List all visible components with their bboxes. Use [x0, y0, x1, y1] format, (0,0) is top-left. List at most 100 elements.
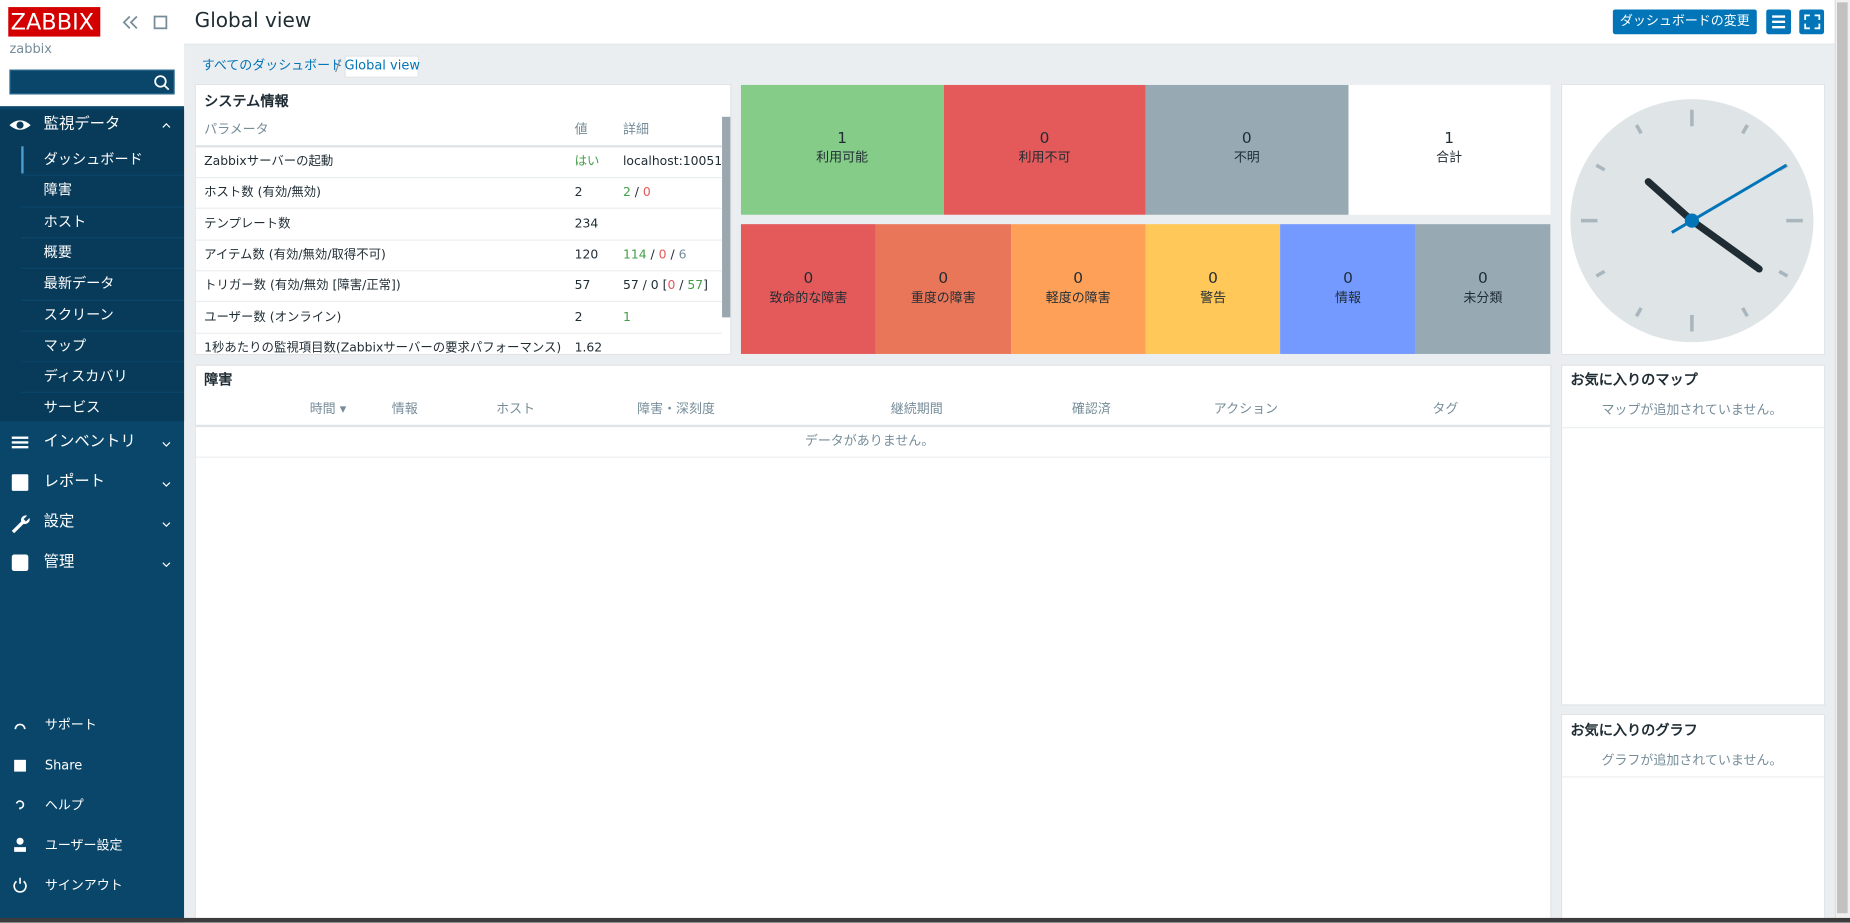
menu-section[interactable]: インベントリ: [43, 433, 136, 451]
value: 2: [574, 309, 583, 324]
edit-button-label[interactable]: ダッシュボードの変更: [1619, 12, 1750, 29]
menu-section[interactable]: 設定: [43, 513, 75, 531]
widget-title: お気に入りのグラフ: [1570, 722, 1698, 739]
detail-part: 1: [622, 309, 631, 324]
row-divider: [195, 208, 723, 210]
availability-label: 合計: [1436, 149, 1463, 166]
clock: [1570, 99, 1814, 343]
severity-count: 0: [1343, 270, 1353, 288]
availability-label: 利用不可: [1018, 149, 1071, 166]
parameter: テンプレート数: [204, 216, 291, 231]
edit-dashboard-button[interactable]: [1612, 9, 1757, 35]
detail-part: 0: [642, 185, 651, 200]
severity-cell: [1145, 224, 1281, 354]
menu-item[interactable]: ディスカバリ: [43, 368, 128, 385]
fullscreen-button[interactable]: [1799, 9, 1825, 35]
detail-part: 6: [678, 247, 687, 262]
severity-label: 警告: [1200, 290, 1227, 306]
logo: ZABBIX: [10, 9, 95, 36]
favourite-maps-widget: [1560, 364, 1826, 706]
severity-cell: [1415, 224, 1551, 354]
column-header: パラメータ: [204, 121, 269, 137]
menu-section[interactable]: レポート: [43, 473, 106, 491]
menu-item[interactable]: マップ: [43, 337, 87, 354]
value: 120: [574, 247, 599, 262]
menu-open-section: [0, 109, 185, 422]
severity-label: 致命的な障害: [769, 290, 848, 306]
menu-divider: [21, 174, 185, 177]
detail-part: /: [666, 247, 679, 262]
footer-link[interactable]: サインアウト: [44, 877, 123, 894]
menu-section[interactable]: 管理: [43, 553, 75, 572]
column-header: 確認済: [1071, 401, 1111, 417]
menu-item[interactable]: スクリーン: [43, 306, 114, 323]
menu-item[interactable]: サービス: [43, 399, 101, 416]
availability-label: 利用可能: [816, 149, 869, 166]
severity-count: 0: [1208, 270, 1218, 288]
footer-link[interactable]: サポート: [44, 717, 97, 733]
menu-divider: [21, 268, 185, 270]
row-divider: [195, 239, 723, 241]
menu-divider: [21, 361, 185, 363]
severity-label: 軽度の障害: [1045, 290, 1111, 306]
widget-title: お気に入りのマップ: [1570, 371, 1698, 389]
menu-item[interactable]: 概要: [43, 244, 72, 261]
column-header: 継続期間: [890, 401, 943, 417]
availability-cell: [1347, 84, 1551, 215]
availability-count: 1: [837, 129, 848, 148]
detail-part: 114: [622, 247, 647, 262]
row-divider: [195, 176, 723, 179]
value: 57: [574, 278, 591, 293]
page-title: Global view: [194, 9, 312, 34]
menu-item[interactable]: ホスト: [43, 213, 87, 230]
detail-part: 57: [687, 278, 704, 293]
availability-cell: [1145, 84, 1348, 215]
sidebar-icons: [9, 15, 171, 893]
row-divider: [1562, 427, 1825, 429]
value: はい: [574, 154, 600, 169]
search-input[interactable]: [9, 69, 175, 95]
menu-item[interactable]: ダッシュボード: [43, 151, 143, 168]
breadcrumb-current[interactable]: Global view: [344, 57, 420, 74]
breadcrumb-current-box: [344, 55, 419, 78]
value: 2: [574, 185, 583, 200]
column-header: 値: [574, 121, 588, 137]
detail-part: 57 / 0 [: [622, 278, 668, 293]
server-name: zabbix: [9, 41, 52, 57]
parameter: アイテム数 (有効/無効/取得不可): [204, 247, 386, 262]
breadcrumb-link[interactable]: すべてのダッシュボード: [201, 57, 344, 74]
details: 2 / 0: [623, 183, 651, 202]
severity-count: 0: [938, 270, 949, 288]
detail-part: 2: [622, 185, 631, 200]
widget-title: システム情報: [204, 93, 289, 110]
footer-link[interactable]: ヘルプ: [44, 797, 84, 813]
menu-item[interactable]: 障害: [43, 182, 72, 199]
details: 57 / 0 [0 / 57]: [623, 276, 708, 295]
parameter: トリガー数 (有効/無効 [障害/正常]): [204, 278, 401, 293]
menu-item[interactable]: 最新データ: [43, 275, 115, 292]
availability-cell: [740, 84, 944, 215]
detail-part: ]: [703, 278, 709, 293]
detail-part: /: [630, 185, 643, 200]
page-scrollbar-thumb[interactable]: [1837, 2, 1848, 914]
row-divider: [195, 456, 1551, 458]
column-header[interactable]: 時間 ▾: [309, 401, 347, 417]
detail-part: 0: [658, 247, 667, 262]
logo-box: [8, 7, 101, 37]
column-header: 障害・深刻度: [637, 401, 715, 417]
favourite-graphs-widget: [1560, 713, 1826, 920]
header-divider: [195, 145, 723, 148]
menu-divider: [21, 237, 185, 239]
menu-section[interactable]: 監視データ: [43, 115, 121, 134]
availability-count: 1: [1444, 129, 1455, 148]
row-divider: [195, 270, 723, 272]
empty-message: データがありません。: [804, 433, 935, 449]
menu-divider: [21, 299, 185, 301]
footer-link[interactable]: ユーザー設定: [44, 837, 123, 854]
availability-count: 0: [1039, 129, 1050, 148]
widget-title: 障害: [204, 371, 233, 389]
footer-link[interactable]: Share: [44, 757, 83, 773]
severity-label: 情報: [1334, 290, 1361, 306]
severity-count: 0: [1073, 270, 1084, 288]
empty-message: グラフが追加されていません。: [1601, 752, 1783, 769]
